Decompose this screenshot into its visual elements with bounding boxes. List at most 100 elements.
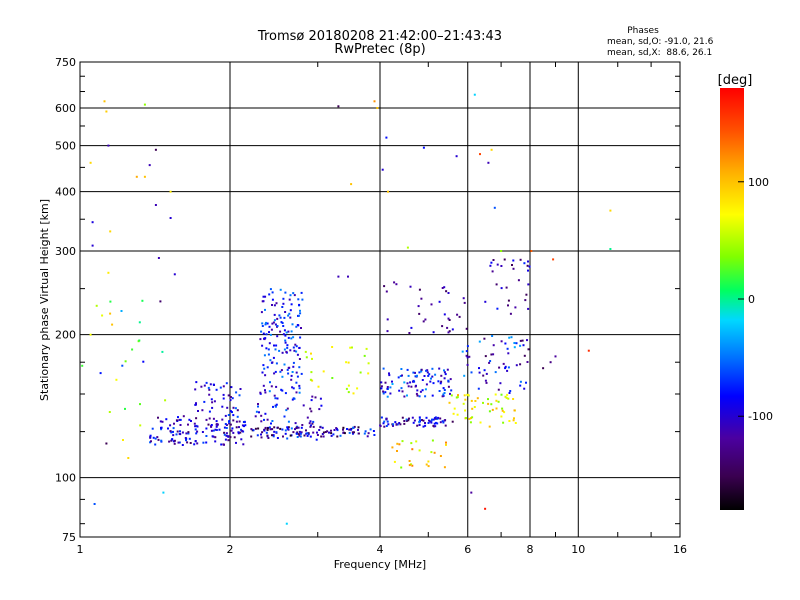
data-point (89, 333, 92, 336)
data-point (173, 273, 176, 276)
data-point (431, 367, 434, 370)
data-point (527, 283, 530, 286)
data-point (263, 429, 266, 432)
data-point (297, 426, 300, 429)
data-point (318, 408, 321, 411)
data-point (439, 455, 442, 457)
data-point (178, 418, 181, 421)
data-point (185, 439, 187, 442)
data-point (552, 258, 555, 261)
data-point (526, 361, 529, 363)
data-point (178, 441, 181, 444)
data-point (444, 424, 447, 427)
data-point (396, 450, 398, 452)
data-point (270, 385, 273, 388)
data-point (483, 337, 486, 340)
data-point (298, 303, 301, 306)
data-point (281, 351, 284, 354)
data-point (411, 416, 414, 419)
data-point (587, 349, 590, 352)
data-point (373, 100, 376, 103)
data-point (179, 424, 182, 426)
data-point (287, 372, 290, 375)
data-point (244, 424, 247, 427)
data-point (269, 288, 272, 291)
data-point (424, 388, 427, 391)
data-point (271, 361, 274, 364)
data-point (389, 392, 392, 395)
data-point (509, 312, 512, 315)
data-point (491, 270, 494, 273)
data-point (330, 432, 333, 435)
data-point (448, 319, 451, 321)
data-point (229, 423, 232, 426)
data-point (165, 418, 168, 421)
data-point (300, 327, 302, 329)
data-point (276, 437, 279, 439)
data-point (205, 441, 208, 444)
stats-x-line: mean, sd,X: 88.6, 26.1 (607, 48, 712, 58)
data-point (296, 431, 299, 434)
data-point (405, 418, 408, 421)
data-point (262, 295, 265, 298)
data-point (152, 436, 155, 439)
data-point (231, 427, 234, 430)
data-point (157, 438, 160, 441)
data-point (282, 435, 284, 438)
data-point (430, 377, 432, 380)
data-point (410, 442, 413, 445)
data-point (272, 405, 274, 408)
data-point (293, 349, 296, 352)
colorbar-tick-label: -100 (748, 410, 773, 423)
data-point (298, 391, 301, 394)
data-point (212, 429, 215, 432)
data-point (443, 466, 446, 469)
data-point (189, 442, 192, 444)
data-point (156, 436, 159, 439)
data-point (445, 441, 447, 444)
data-point (380, 387, 383, 390)
data-point (252, 429, 255, 432)
plot-frame (79, 61, 681, 538)
data-point (418, 418, 421, 421)
data-point (273, 372, 276, 375)
y-axis-label: Stationary phase Virtual Height [km] (38, 199, 51, 401)
data-point (201, 431, 204, 433)
data-point (348, 428, 351, 431)
data-point (275, 385, 278, 388)
data-point (300, 426, 303, 429)
data-point (218, 428, 221, 431)
data-point (232, 431, 235, 434)
data-point (407, 419, 410, 422)
data-point (487, 161, 490, 164)
data-point (453, 407, 456, 410)
data-point (138, 339, 141, 342)
data-point (503, 258, 506, 261)
data-point (292, 365, 295, 368)
data-point (229, 396, 232, 398)
data-point (504, 365, 507, 368)
data-point (196, 425, 199, 428)
data-point (276, 325, 279, 327)
data-point (294, 428, 296, 431)
data-point (109, 312, 112, 315)
data-point (262, 384, 265, 387)
data-point (415, 440, 418, 443)
data-point (433, 451, 436, 454)
data-point (229, 436, 232, 439)
data-point (422, 146, 425, 149)
data-point (507, 397, 510, 400)
data-point (527, 269, 529, 272)
data-point (287, 314, 290, 317)
data-point (468, 355, 471, 358)
data-point (430, 421, 433, 424)
data-point (352, 392, 355, 395)
data-point (391, 380, 393, 383)
data-point (450, 389, 453, 392)
data-point (351, 346, 353, 349)
data-point (504, 342, 507, 345)
data-point (386, 420, 389, 423)
data-point (272, 321, 275, 324)
data-point (312, 431, 315, 434)
data-point (290, 374, 293, 377)
